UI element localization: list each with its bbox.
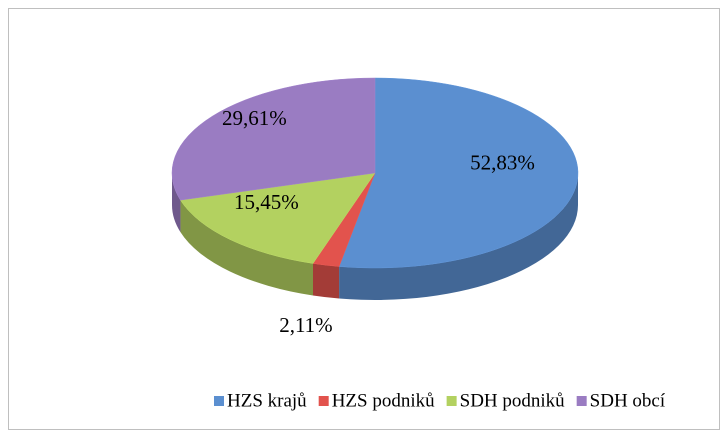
legend-label: SDH podniků	[460, 390, 566, 411]
pie-slice	[180, 172, 376, 264]
legend-swatch	[318, 396, 329, 406]
pie-slice	[171, 77, 376, 201]
legend-swatch	[446, 396, 457, 406]
pie-sides	[172, 173, 578, 300]
data-label: 15,45%	[234, 190, 299, 214]
data-label: 52,83%	[470, 151, 535, 175]
legend: HZS krajů HZS podniků SDH podniků SDH obcí	[214, 390, 666, 411]
legend-swatch	[576, 396, 587, 406]
data-label: 29,61%	[222, 106, 287, 130]
legend-swatch	[214, 396, 224, 406]
data-labels: 52,83% 2,11% 15,45% 29,61%	[222, 106, 535, 337]
pie-side	[172, 173, 181, 233]
pie-tops	[171, 77, 579, 269]
pie-side	[339, 173, 578, 300]
legend-label: SDH obcí	[590, 390, 666, 411]
legend-label: HZS krajů	[227, 390, 307, 411]
pie-slice	[338, 77, 579, 269]
legend-label: HZS podniků	[332, 390, 435, 411]
data-label: 2,11%	[279, 313, 332, 337]
pie-side	[312, 263, 340, 299]
pie-side	[180, 200, 313, 296]
